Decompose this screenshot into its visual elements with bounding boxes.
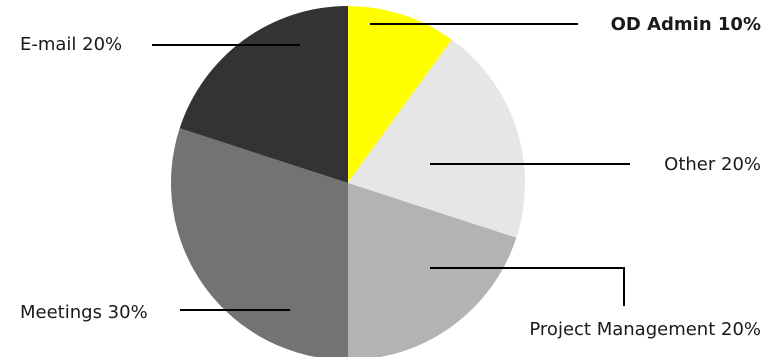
leader-lines <box>152 23 630 311</box>
pie-slice-e-mail <box>179 6 348 183</box>
slice-label-meetings: Meetings 30% <box>20 302 148 323</box>
slice-label-other: Other 20% <box>664 154 761 175</box>
pie-slice-meetings <box>170 128 348 360</box>
pie-slice-other <box>348 39 526 238</box>
slice-label-e-mail: E-mail 20% <box>20 34 122 55</box>
pie-slices <box>170 6 526 360</box>
pie-slice-od-admin <box>348 6 453 183</box>
slice-label-od-admin: OD Admin 10% <box>611 14 761 35</box>
slice-labels: OD Admin 10% Other 20% Project Management … <box>20 14 761 340</box>
leader-line-project-management <box>430 267 625 306</box>
slice-label-project-management: Project Management 20% <box>529 319 761 340</box>
pie-slice-project-management <box>348 183 517 360</box>
